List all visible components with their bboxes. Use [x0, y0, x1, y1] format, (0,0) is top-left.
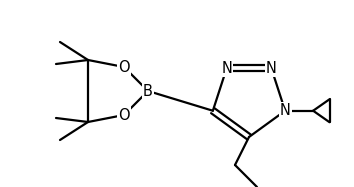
- Text: B: B: [143, 84, 153, 99]
- Text: N: N: [221, 61, 232, 76]
- Text: O: O: [118, 59, 130, 74]
- Text: N: N: [266, 61, 277, 76]
- Text: O: O: [118, 108, 130, 122]
- Text: N: N: [280, 103, 291, 118]
